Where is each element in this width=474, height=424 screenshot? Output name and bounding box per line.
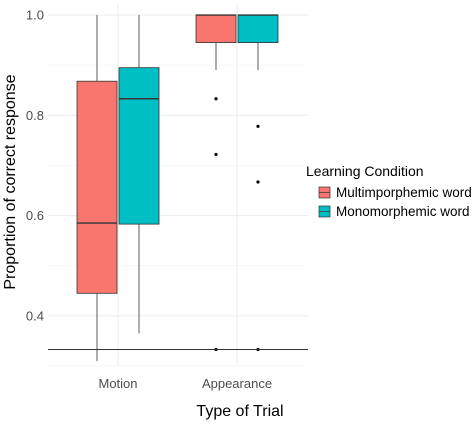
- box-iqr: [76, 80, 118, 294]
- x-tick-label: Appearance: [202, 376, 272, 391]
- outlier-point: [214, 152, 218, 157]
- box-iqr: [118, 67, 160, 225]
- outlier-point: [256, 180, 260, 184]
- legend-items: Multimporphemic word Monomorphemic word: [318, 185, 472, 219]
- x-tick-label: Motion: [98, 376, 137, 391]
- plot-area: [76, 14, 279, 361]
- y-tick-label: 1.0: [26, 8, 44, 23]
- x-axis-title: Type of Trial: [196, 403, 283, 420]
- legend-title: Learning Condition: [306, 163, 424, 179]
- y-tick-label: 0.8: [26, 108, 44, 123]
- outlier-point: [256, 124, 260, 128]
- legend-label: Monomorphemic word: [336, 204, 470, 219]
- box-appearance-monomorphemic: [237, 14, 279, 352]
- legend-label: Multimporphemic word: [336, 185, 472, 200]
- box-iqr: [237, 14, 279, 44]
- y-axis-title: Proportion of correct response: [2, 74, 19, 289]
- y-tick-label: 0.4: [26, 308, 44, 323]
- outlier-point: [214, 97, 218, 101]
- box-iqr: [195, 14, 237, 44]
- y-axis-ticks: 0.4 0.6 0.8 1.0: [26, 8, 44, 324]
- box-motion-multimorphemic: [76, 15, 118, 361]
- box-motion-monomorphemic: [118, 15, 160, 334]
- y-tick-label: 0.6: [26, 208, 44, 223]
- x-axis-ticks: Motion Appearance: [98, 376, 272, 391]
- legend: Learning Condition Multimporphemic wordM…: [306, 163, 472, 219]
